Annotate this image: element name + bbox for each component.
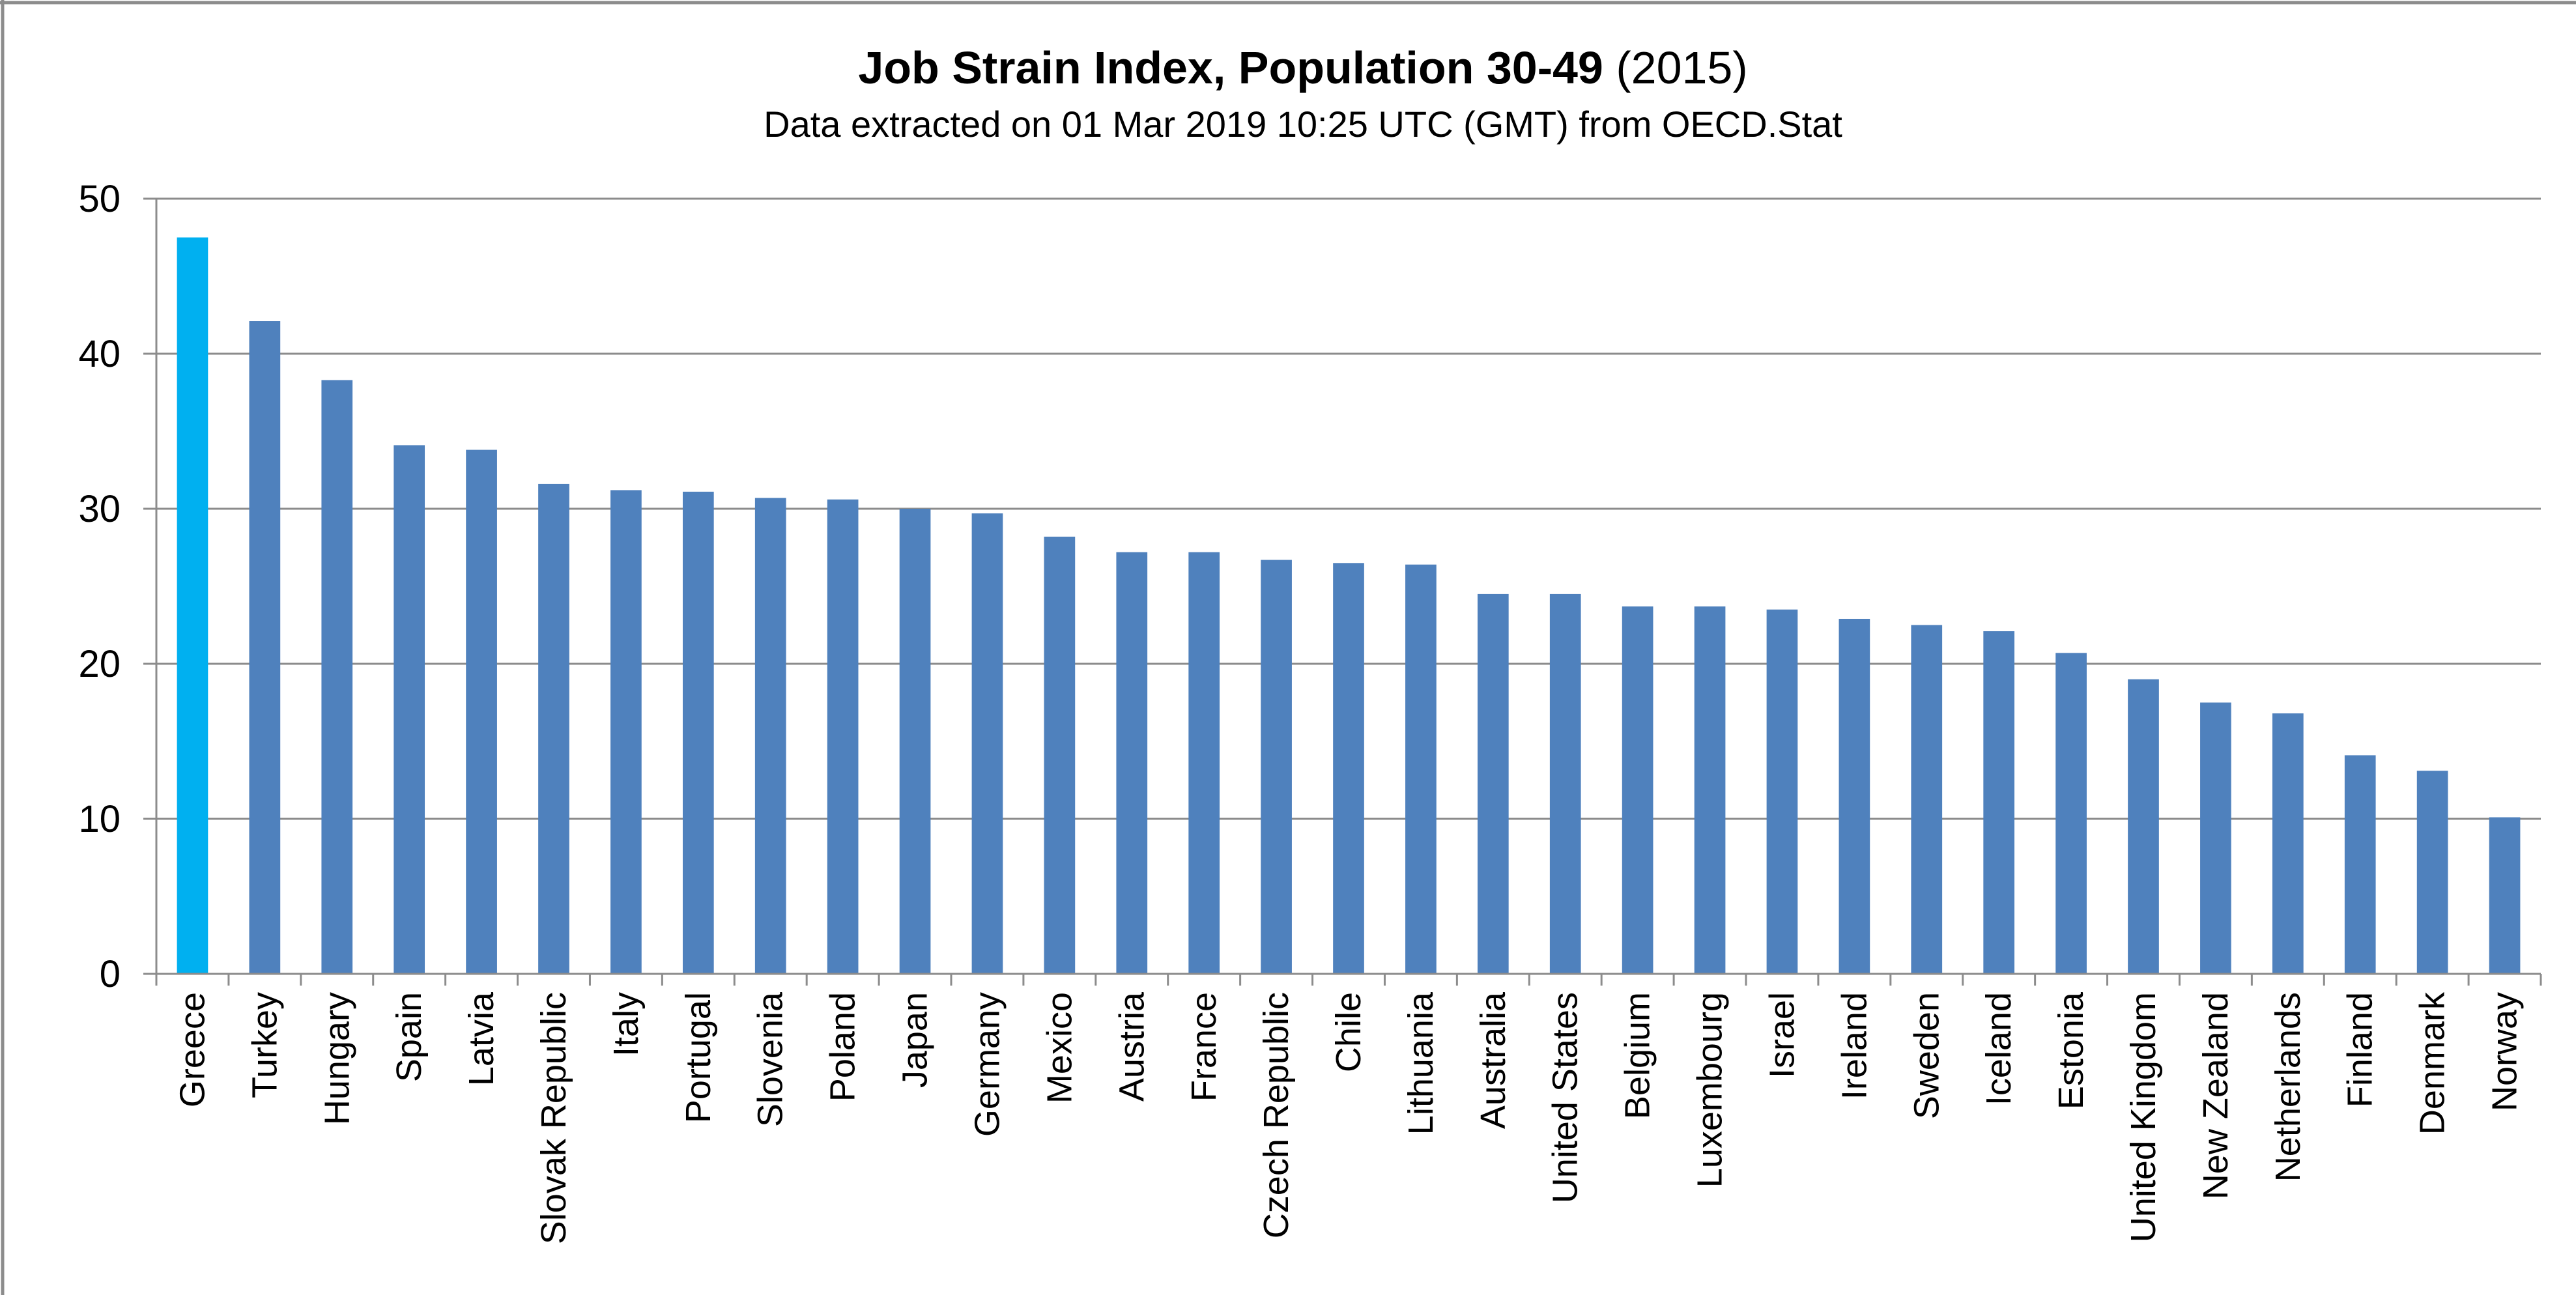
y-axis-tick-labels: 0 10 20 30 40 50 [78,178,156,995]
x-tick-label: Portugal [679,992,718,1123]
x-tick-label: Slovak Republic [534,992,573,1244]
bar-turkey [249,321,281,974]
bar-czech-republic [1261,560,1292,974]
bar-iceland [1983,631,2015,974]
x-tick-label: United States [1546,992,1585,1203]
x-tick-label: Japan [896,992,935,1088]
bar-austria [1116,552,1148,974]
x-tick-label: Estonia [2052,991,2091,1109]
x-tick-label: Chile [1329,992,1368,1072]
x-tick-label: Czech Republic [1257,992,1296,1238]
y-tick-label: 20 [78,643,121,685]
bar-poland [827,499,859,974]
x-tick-label: France [1184,992,1224,1102]
bar-germany [971,513,1003,974]
bar-italy [610,490,642,974]
x-tick-label: Latvia [462,991,501,1086]
bar-estonia [2055,653,2087,974]
x-tick-label: Slovenia [751,991,790,1127]
chart-title-main: Job Strain Index, Population 30-49 [858,42,1603,93]
x-tick-label: Finland [2341,992,2380,1107]
bar-slovak-republic [538,483,569,974]
y-tick-label: 30 [78,488,121,530]
x-tick-label: Turkey [245,992,284,1098]
x-tick-label: New Zealand [2196,992,2235,1199]
bar-hungary [321,380,353,974]
x-tick-label: Austria [1112,991,1151,1102]
bar-ireland [1839,618,1870,974]
x-tick-label: Belgium [1618,992,1657,1119]
y-tick-label: 40 [78,333,121,375]
x-tick-label: Greece [173,992,212,1107]
bar-united-kingdom [2128,679,2159,974]
bar-chile [1333,563,1364,974]
x-tick-label: Hungary [317,992,356,1125]
y-tick-label: 0 [100,953,121,995]
x-tick-label: Spain [390,992,429,1082]
x-tick-label: United Kingdom [2124,992,2163,1242]
bar-slovenia [754,498,786,974]
bar-luxembourg [1694,606,1726,974]
x-tick-label: Denmark [2413,991,2452,1135]
x-tick-label: Poland [823,992,863,1102]
bar-netherlands [2272,713,2304,974]
x-axis-tick-labels: Greece Turkey Hungary Spain Latvia Slovak Rep… [173,991,2524,1244]
chart-subtitle: Data extracted on 01 Mar 2019 10:25 UTC … [764,104,1842,145]
x-tick-label: Italy [607,992,646,1057]
x-tick-label: Norway [2485,992,2525,1111]
chart-title: Job Strain Index, Population 30-49 (2015… [858,42,1747,93]
y-tick-label: 10 [78,798,121,840]
bar-belgium [1622,606,1653,974]
x-tick-label: Iceland [1979,992,2018,1105]
axes [155,199,2542,986]
bar-greece [177,237,208,974]
bar-new-zealand [2200,702,2231,974]
x-tick-label: Israel [1762,992,1801,1078]
x-tick-label: Australia [1474,991,1513,1129]
bar-portugal [682,491,714,974]
bar-australia [1477,593,1509,974]
bar-finland [2344,755,2376,974]
x-tick-label: Sweden [1907,992,1946,1119]
bar-latvia [466,449,497,974]
bar-france [1188,552,1220,974]
chart-title-year: (2015) [1603,42,1748,93]
bar-spain [394,445,425,974]
bar-united-states [1549,593,1581,974]
x-tick-label: Ireland [1835,992,1874,1100]
bar-mexico [1044,536,1076,974]
bars [177,237,2521,974]
x-tick-label: Germany [967,992,1007,1137]
bar-denmark [2416,771,2448,974]
bar-lithuania [1405,564,1437,974]
bar-norway [2489,817,2521,974]
x-tick-label: Mexico [1040,992,1079,1103]
x-tick-label: Luxembourg [1691,992,1730,1188]
bar-japan [899,509,931,974]
x-tick-label: Netherlands [2268,992,2308,1182]
x-tick-label: Lithuania [1401,991,1440,1135]
y-tick-label: 50 [78,178,121,220]
bar-sweden [1911,625,1943,974]
bar-israel [1766,609,1798,974]
